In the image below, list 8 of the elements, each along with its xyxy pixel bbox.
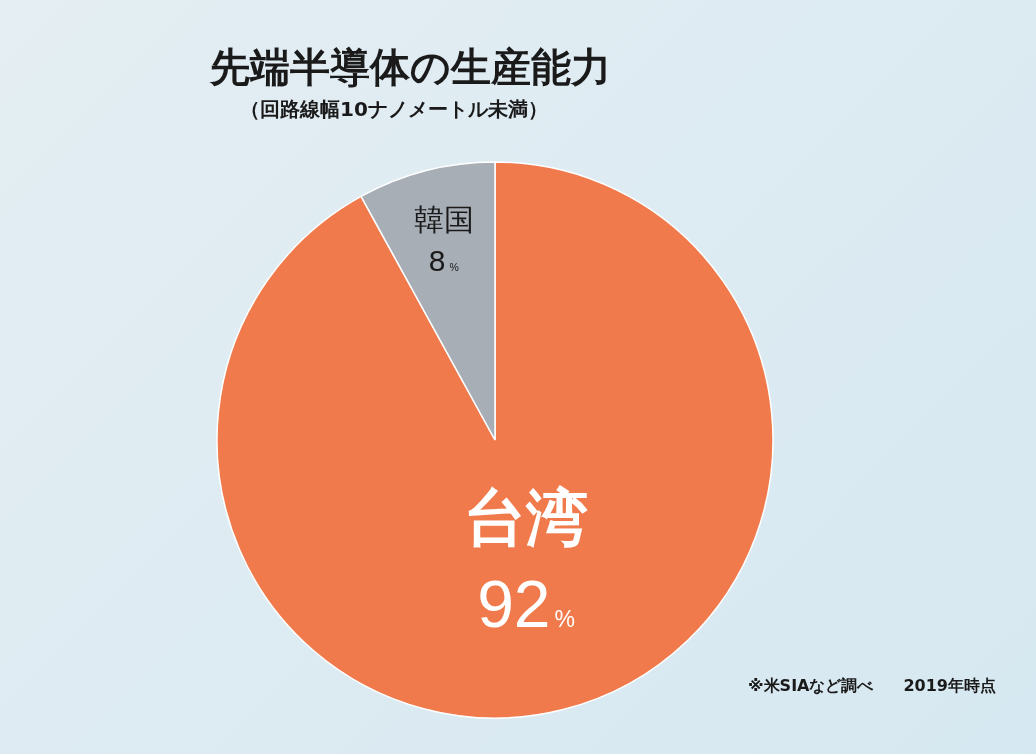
data-label: 8% [428,243,459,277]
chart-subtitle: （回路線幅10ナノメートル未満） [240,96,548,123]
chart-title: 先端半導体の生産能力 [210,43,611,92]
data-label: 92% [477,567,576,642]
text: ※米SIAなど調べ [748,676,874,697]
slice-label: 韓国 [413,202,474,238]
text: 2019年時点 [903,676,996,697]
slice-label: 台湾 [464,481,589,555]
